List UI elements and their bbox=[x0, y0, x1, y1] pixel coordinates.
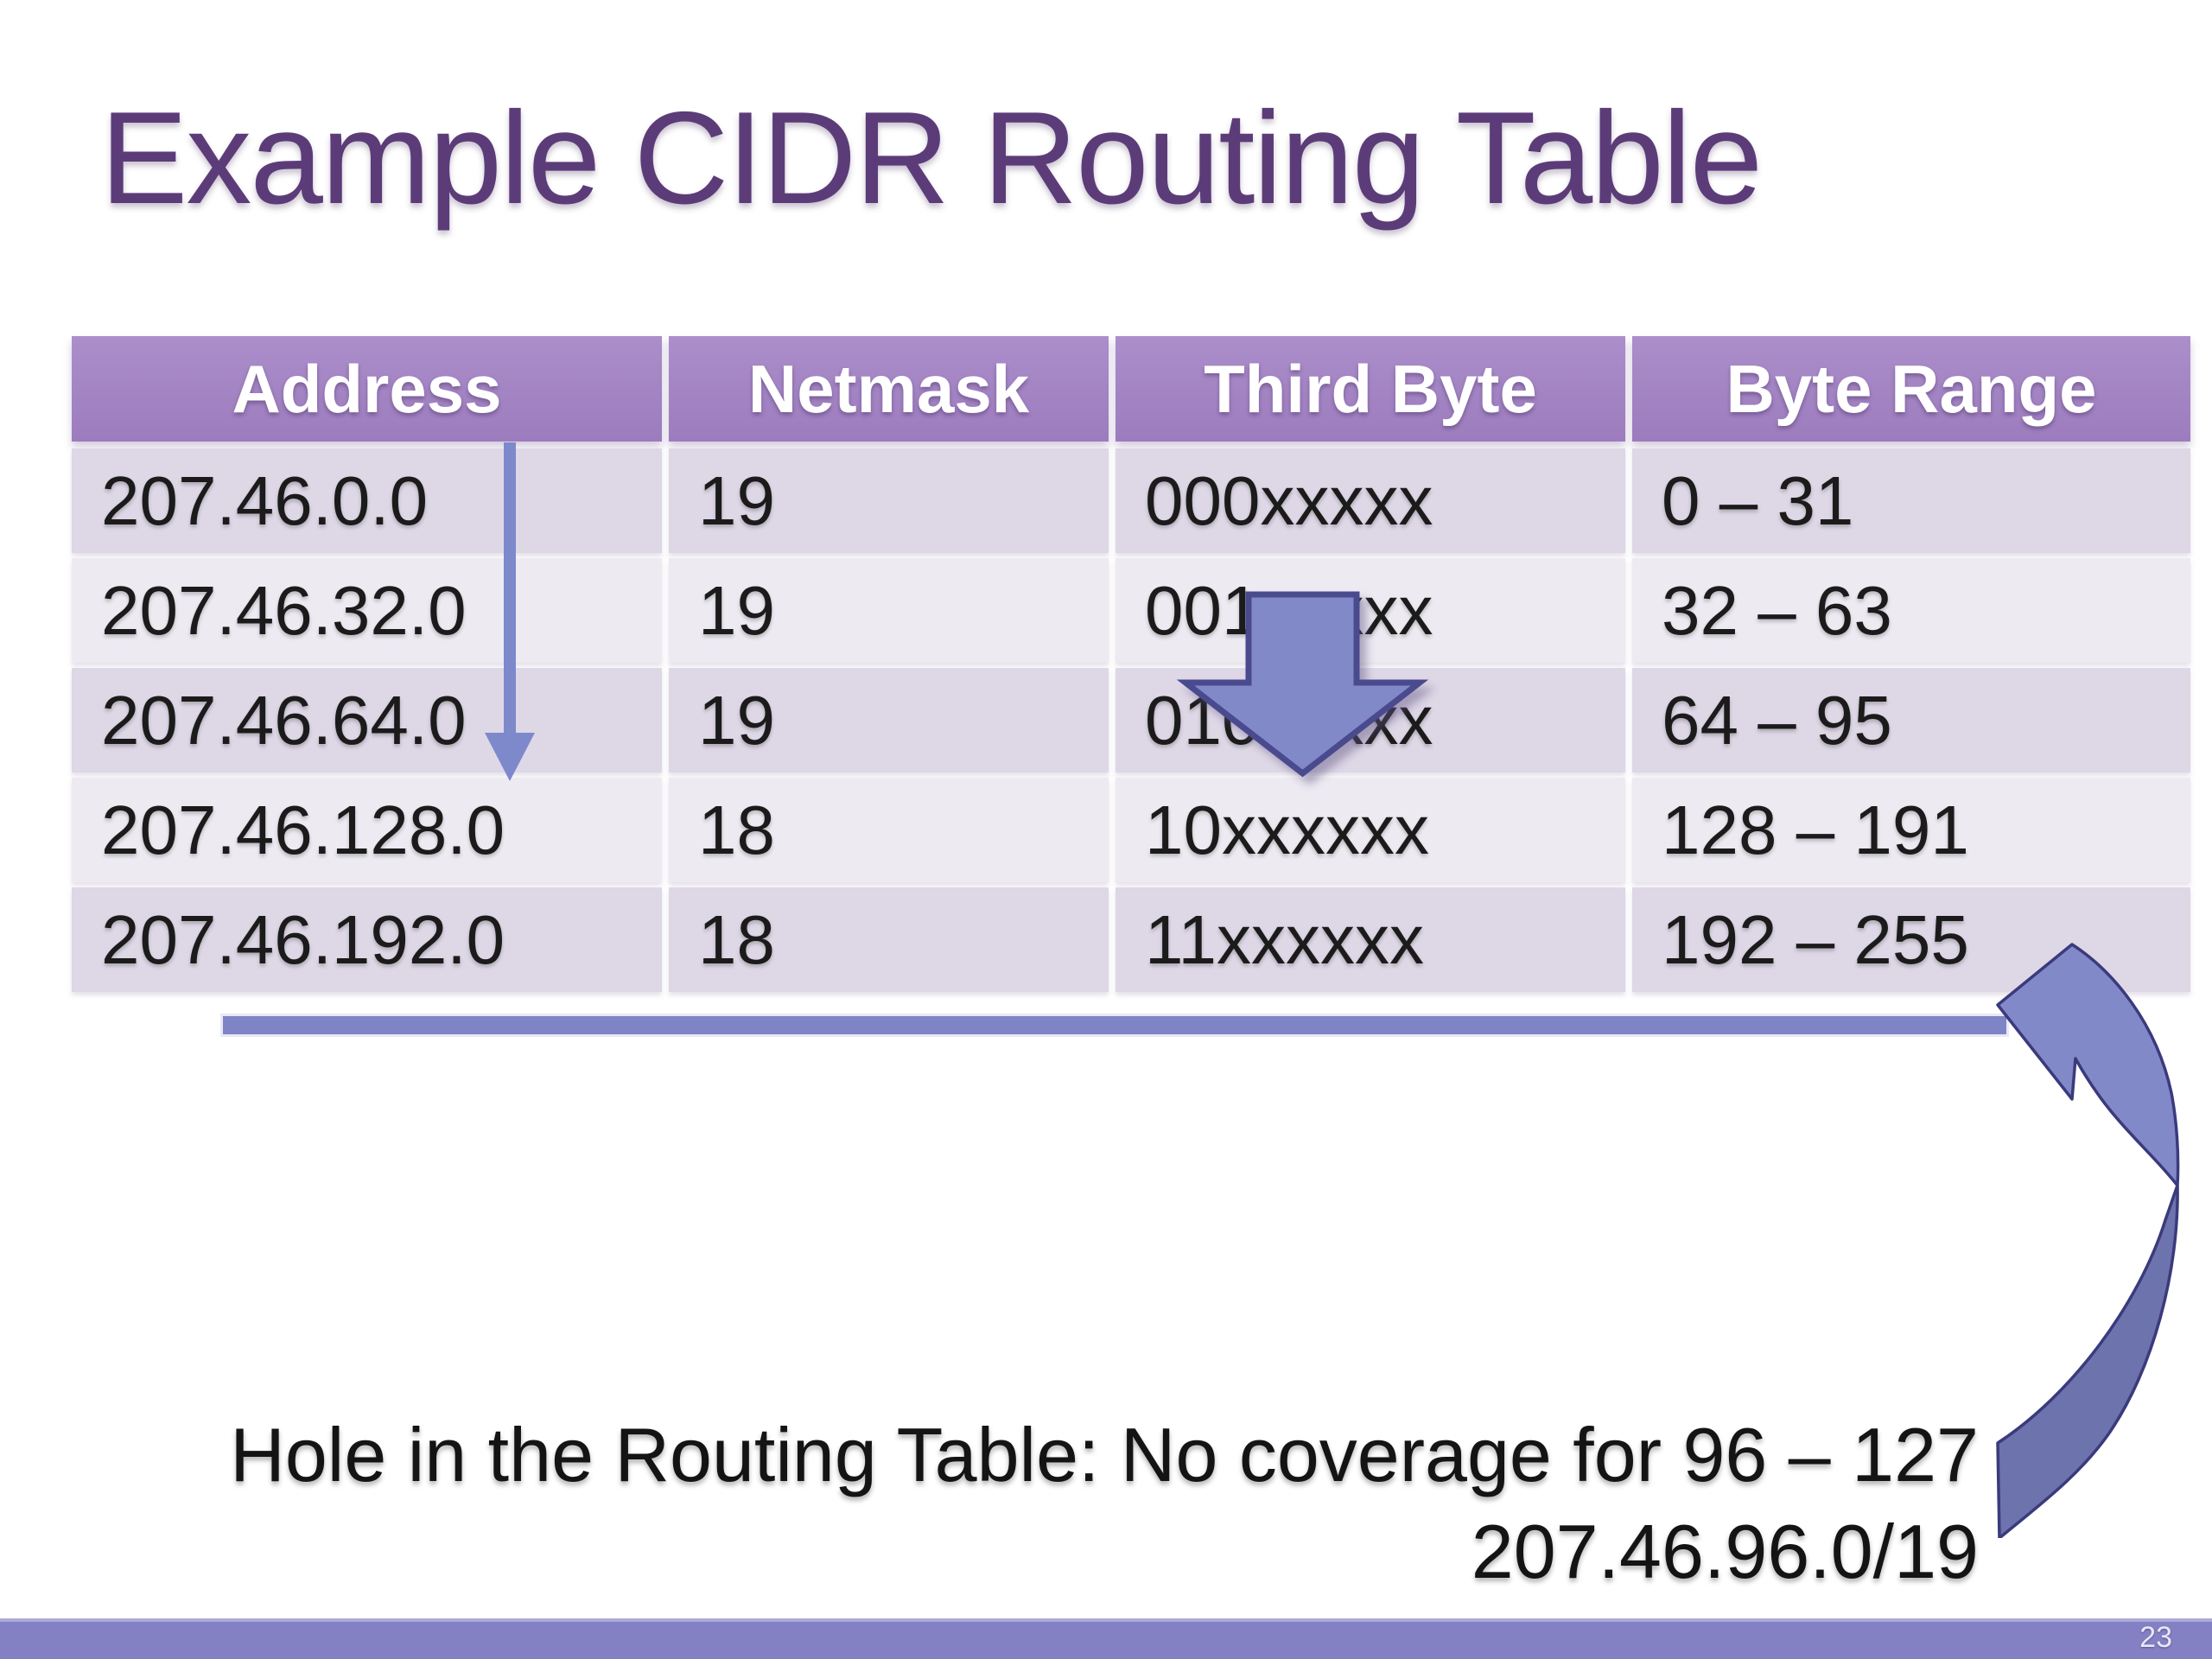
hole-annotation-line1: Hole in the Routing Table: No coverage f… bbox=[230, 1412, 1979, 1497]
table-row: 207.46.192.0 18 11xxxxxx 192 – 255 bbox=[72, 887, 2190, 992]
cell-netmask: 19 bbox=[669, 558, 1109, 663]
table-row: 207.46.128.0 18 10xxxxxx 128 – 191 bbox=[72, 778, 2190, 882]
thin-down-arrow-icon bbox=[485, 442, 535, 781]
cell-netmask: 18 bbox=[669, 887, 1109, 992]
cell-third-byte: 11xxxxxx bbox=[1116, 887, 1625, 992]
table-row: 207.46.0.0 19 000xxxxx 0 – 31 bbox=[72, 448, 2190, 553]
cell-address: 207.46.64.0 bbox=[72, 668, 662, 772]
slide-title: Example CIDR Routing Table bbox=[100, 85, 1763, 232]
cell-byte-range: 128 – 191 bbox=[1632, 778, 2190, 882]
cidr-routing-table: Address Netmask Third Byte Byte Range 20… bbox=[72, 336, 2190, 992]
cell-address: 207.46.0.0 bbox=[72, 448, 662, 553]
column-header-third-byte: Third Byte bbox=[1116, 336, 1625, 442]
cell-address: 207.46.32.0 bbox=[72, 558, 662, 663]
footer-bar bbox=[0, 1618, 2212, 1659]
table-underline bbox=[223, 1016, 2006, 1034]
cell-address: 207.46.192.0 bbox=[72, 887, 662, 992]
cell-netmask: 18 bbox=[669, 778, 1109, 882]
page-number: 23 bbox=[2139, 1621, 2172, 1654]
cell-byte-range: 32 – 63 bbox=[1632, 558, 2190, 663]
cell-netmask: 19 bbox=[669, 668, 1109, 772]
table-header-row: Address Netmask Third Byte Byte Range bbox=[72, 336, 2190, 442]
hole-annotation-line2: 207.46.96.0/19 bbox=[1471, 1509, 1979, 1594]
cell-third-byte: 10xxxxxx bbox=[1116, 778, 1625, 882]
column-header-address: Address bbox=[72, 336, 662, 442]
cell-netmask: 19 bbox=[669, 448, 1109, 553]
cell-byte-range: 0 – 31 bbox=[1632, 448, 2190, 553]
cell-address: 207.46.128.0 bbox=[72, 778, 662, 882]
cell-third-byte: 000xxxxx bbox=[1116, 448, 1625, 553]
column-header-netmask: Netmask bbox=[669, 336, 1109, 442]
big-down-arrow-icon bbox=[1176, 591, 1429, 778]
table-row: 207.46.64.0 19 010xxxxx 64 – 95 bbox=[72, 668, 2190, 772]
table-row: 207.46.32.0 19 001xxxxx 32 – 63 bbox=[72, 558, 2190, 663]
curved-up-arrow-icon bbox=[1996, 943, 2180, 1538]
cell-byte-range: 64 – 95 bbox=[1632, 668, 2190, 772]
column-header-byte-range: Byte Range bbox=[1632, 336, 2190, 442]
hole-annotation: Hole in the Routing Table: No coverage f… bbox=[230, 1407, 1979, 1600]
